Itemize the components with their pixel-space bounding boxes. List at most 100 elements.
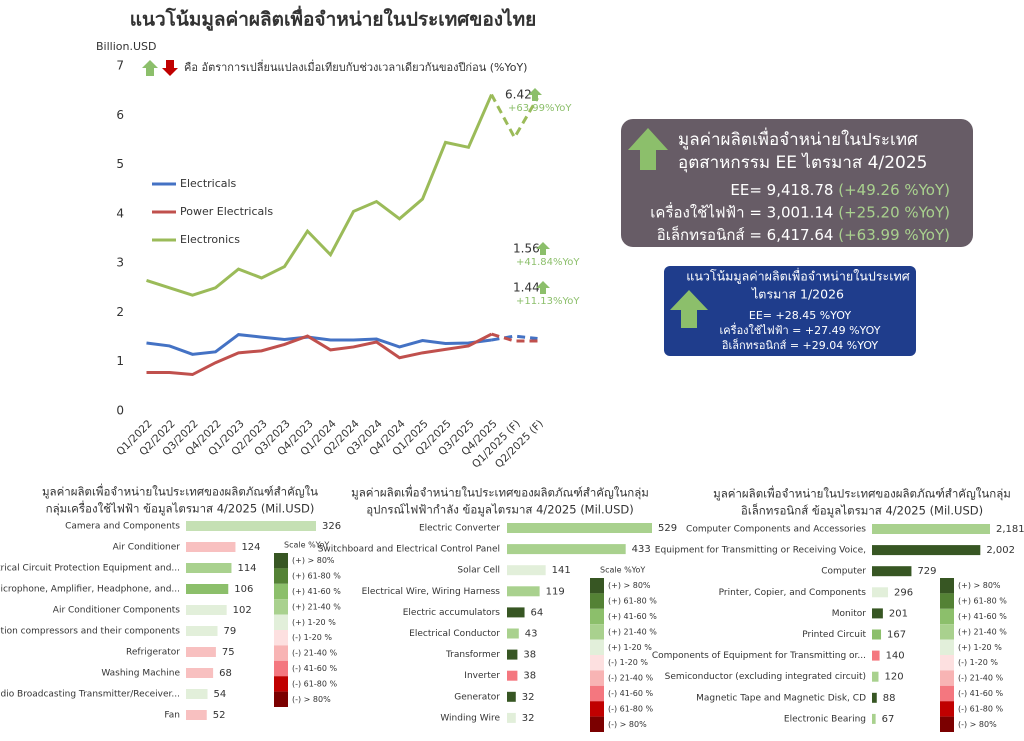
legend-label: Electronics: [180, 233, 240, 246]
scale-label: (+) 41-60 %: [958, 612, 1007, 621]
annotation-value: 6.42: [505, 88, 532, 102]
scale-swatch: [940, 716, 954, 732]
outlook-row: เครื่องใช้ไฟฟ้า = +27.49 %YOY: [720, 322, 881, 337]
category-label: Air Conditioner: [113, 543, 181, 553]
chart-title: อุปกรณ์ไฟฟ้ากำลัง ข้อมูลไตรมาส 4/2025 (M…: [366, 503, 633, 517]
category-label: Printer, Copier, and Components: [719, 588, 867, 598]
annotation-yoy: +11.13%YoY: [516, 296, 580, 307]
category-label: Electric Converter: [419, 524, 500, 534]
category-label: Printed Circuit: [802, 630, 866, 640]
scale-label: (-) 1-20 %: [958, 658, 998, 667]
category-label: Electrical Conductor: [409, 629, 500, 639]
summary-yoy: (+63.99 %YoY): [838, 226, 950, 244]
scale-label: (-) 41-60 %: [292, 664, 337, 673]
outlook-row: อิเล็กทรอนิกส์ = +29.04 %YOY: [722, 338, 879, 352]
annotation-arrow: [536, 281, 550, 294]
value-label: 2,181: [996, 524, 1024, 535]
scale-label: (+) 21-40 %: [608, 627, 657, 636]
category-label: Electric accumulators: [403, 608, 501, 618]
value-label: 32: [522, 692, 535, 703]
bar: [186, 584, 229, 594]
y-tick-label: 2: [116, 305, 124, 319]
summary-value: เครื่องใช้ไฟฟ้า = 3,001.14: [650, 201, 833, 221]
scale-swatch: [940, 655, 954, 671]
summary-row: อิเล็กทรอนิกส์ = 6,417.64 (+63.99 %YoY): [657, 225, 950, 244]
summary-title: อุตสาหกรรม EE ไตรมาส 4/2025: [678, 152, 928, 173]
scale-swatch: [940, 578, 954, 594]
up-arrow-icon: [142, 60, 158, 76]
summary-value: อิเล็กทรอนิกส์ = 6,417.64: [657, 225, 834, 244]
scale-title: Scale %YoY: [284, 541, 329, 550]
summary-value: EE= 9,418.78: [730, 181, 833, 199]
scale-label: (-) 21-40 %: [292, 649, 337, 658]
bar: [872, 713, 876, 724]
scale-label: (-) > 80%: [958, 720, 997, 729]
bar: [872, 692, 877, 703]
scale-swatch: [274, 630, 288, 646]
category-label: Transformer: [445, 650, 500, 660]
scale-swatch: [590, 639, 604, 655]
category-label: Refrigeration compressors and their comp…: [0, 627, 180, 637]
scale-label: (-) 61-80 %: [958, 704, 1003, 713]
bar: [507, 670, 518, 681]
value-label: 67: [882, 714, 895, 725]
scale-label: (+) 21-40 %: [958, 627, 1007, 636]
scale-swatch: [590, 655, 604, 671]
summary-title: มูลค่าผลิตเพื่อจำหน่ายในประเทศ: [678, 127, 918, 150]
bar: [872, 608, 883, 619]
scale-label: (+) > 80%: [292, 556, 335, 565]
forecast-line: [491, 332, 538, 343]
category-label: Computer: [821, 567, 866, 577]
category-label: Semiconductor (excluding integrated circ…: [665, 672, 866, 682]
scale-swatch: [940, 608, 954, 625]
scale-label: (-) 1-20 %: [292, 633, 332, 642]
down-arrow-icon: [162, 60, 178, 76]
scale-swatch: [274, 691, 288, 707]
bar: [186, 626, 218, 636]
category-label: Computer Components and Accessories: [686, 525, 866, 535]
summary-box: [621, 119, 973, 247]
summary-yoy: (+25.20 %YoY): [838, 203, 950, 221]
scale-swatch: [590, 593, 604, 609]
summary-row: EE= 9,418.78 (+49.26 %YoY): [730, 181, 950, 199]
category-label: Magnetic Tape and Magnetic Disk, CD: [696, 693, 866, 703]
annotation-yoy: +63.99%YoY: [508, 103, 572, 114]
legend-label: Electricals: [180, 177, 237, 190]
category-label: Camera and Components: [65, 522, 180, 532]
value-label: 120: [884, 672, 903, 683]
bar: [186, 542, 236, 552]
bar: [186, 605, 227, 615]
value-label: 68: [219, 668, 232, 679]
scale-swatch: [274, 583, 288, 600]
value-label: 141: [552, 565, 571, 576]
value-label: 64: [531, 607, 544, 618]
bar: [872, 566, 912, 577]
scale-swatch: [590, 608, 604, 625]
outlook-box: [664, 266, 916, 356]
scale-swatch: [274, 660, 288, 677]
annotation-value: 1.44: [513, 281, 540, 295]
scale-label: (-) 21-40 %: [958, 674, 1003, 683]
value-label: 119: [546, 586, 565, 597]
scale-label: (-) > 80%: [292, 695, 331, 704]
bar: [872, 587, 889, 598]
scale-swatch: [940, 685, 954, 702]
category-label: Fan: [164, 711, 180, 721]
outlook-title: แนวโน้มมูลค่าผลิตเพื่อจำหน่ายในประเทศ: [686, 268, 910, 285]
chart-title: กลุ่มเครื่องใช้ไฟฟ้า ข้อมูลไตรมาส 4/2025…: [46, 501, 315, 516]
scale-swatch: [274, 614, 288, 630]
y-axis-label: Billion.USD: [96, 40, 156, 53]
scale-label: (+) > 80%: [958, 581, 1001, 590]
value-label: 326: [322, 521, 341, 532]
value-label: 52: [213, 710, 226, 721]
scale-swatch: [940, 701, 954, 717]
bar: [186, 521, 316, 531]
value-label: 114: [237, 563, 256, 574]
legend-label: Power Electricals: [180, 205, 273, 218]
forecast-line: [491, 334, 538, 342]
value-label: 201: [889, 608, 908, 619]
category-label: Inverter: [464, 671, 500, 681]
bar: [186, 710, 207, 720]
value-label: 296: [894, 587, 913, 598]
